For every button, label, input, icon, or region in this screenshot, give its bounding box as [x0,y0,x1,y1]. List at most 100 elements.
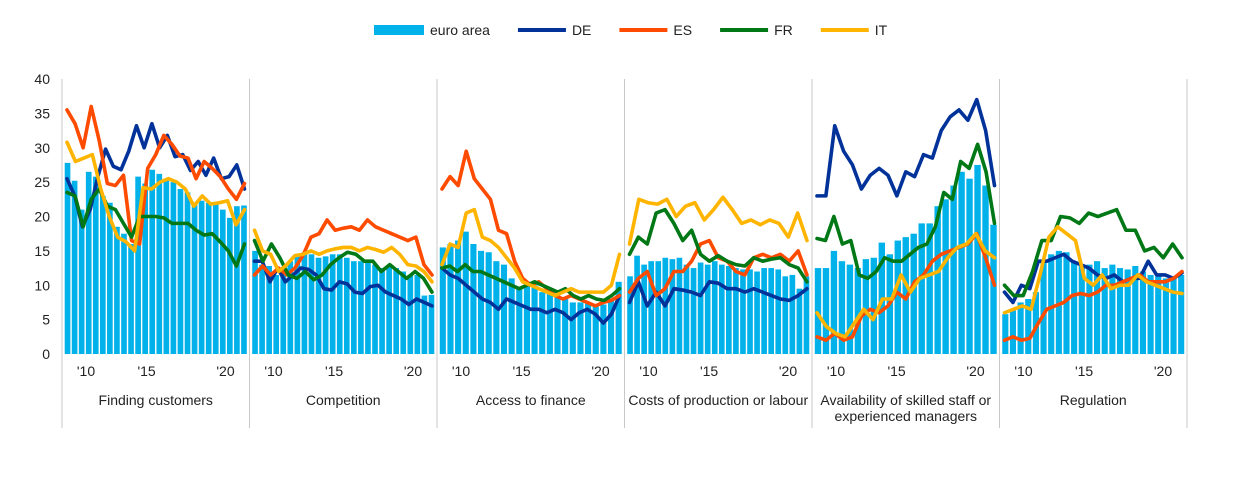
line-it [1002,225,1184,315]
line-de [252,259,434,308]
bar-euro-area [577,302,584,354]
bar-euro-area [676,257,683,354]
category-label: Access to finance [476,392,586,408]
bar-euro-area [400,271,407,354]
bar-euro-area [740,269,746,354]
bar-euro-area [212,204,219,355]
bar-euro-area [982,185,989,354]
bar-euro-area [718,264,725,355]
line-es [252,218,434,277]
line-de [1002,252,1184,305]
bar-euro-area [455,240,462,354]
bar-euro-area [910,233,917,354]
bar-euro-area [600,304,607,354]
bar-euro-area [447,244,454,354]
bar-euro-area [287,261,294,354]
bar-euro-area [726,266,732,354]
bar-euro-area [697,262,704,354]
bar-euro-area [315,257,322,354]
bar-euro-area [711,261,718,354]
x-tick-label: '10 [452,363,470,379]
x-tick-label: '20 [216,363,234,379]
x-tick-label: '20 [591,363,609,379]
bar-euro-area [1071,261,1078,354]
panel-grid [61,79,1188,428]
bar-euro-area [683,264,690,355]
bar-euro-area [407,274,414,354]
bar-euro-area [641,264,647,355]
bar-euro-area [894,240,901,354]
bar-euro-area [379,268,385,354]
line-de [440,266,622,325]
bar-euro-area [789,274,796,354]
bar-euro-area [690,268,697,354]
bar-euro-area [85,171,92,354]
line-fr [627,207,809,284]
line-fr [1002,207,1184,298]
bar-euro-area [669,259,676,355]
bar-euro-area [462,231,469,355]
bar-euro-area [554,295,561,354]
bar-euro-area [92,176,99,355]
bar-euro-area [1139,271,1147,354]
bar-euro-area [1101,268,1108,354]
x-tick-label: '10 [1014,363,1032,379]
bar-euro-area [1132,266,1139,354]
bar-euro-area [191,202,198,354]
bar-euro-area [1017,302,1024,354]
bar-euro-area [365,261,371,354]
bar-euro-area [814,268,822,354]
x-tick-label: '15 [1075,363,1093,379]
bar-euro-area [1002,314,1009,355]
bar-euro-area [942,199,949,354]
bar-euro-area [414,274,421,354]
country-lines [65,97,1184,343]
legend-label-fr: FR [774,22,793,38]
bar-euro-area [294,254,301,354]
bar-euro-area [500,264,508,355]
x-tick-label: '15 [887,363,905,379]
y-tick-label: 25 [34,174,50,190]
bar-euro-area [128,244,134,354]
category-label: Costs of production or labour [628,392,808,408]
line-de [65,121,247,229]
y-tick-label: 10 [34,277,50,293]
bar-euro-area [1155,274,1162,354]
line-it [252,228,434,284]
bar-euro-area [322,256,329,355]
bar-euro-area [508,278,515,355]
bar-euro-area [838,261,846,354]
y-tick-label: 15 [34,243,50,259]
bar-euro-area [428,294,435,355]
bar-euro-area [393,268,400,354]
x-tick-label: '15 [512,363,530,379]
bar-euro-area [163,178,170,354]
x-tick-label: '15 [137,363,155,379]
bar-euro-area [205,202,212,354]
line-it [627,195,809,246]
bar-euro-area [862,259,870,355]
bar-euro-area [477,250,485,355]
bar-euro-area [966,178,973,354]
y-tick-label: 5 [42,312,50,328]
x-tick-label: '10 [77,363,95,379]
bar-euro-area [386,266,392,354]
bar-euro-area [336,254,343,354]
y-tick-label: 40 [34,71,50,87]
legend-swatch-ea [374,25,424,35]
line-es [65,104,247,246]
bar-euro-area [950,185,957,354]
bar-euro-area [198,200,205,354]
bar-euro-area [351,261,357,354]
line-it [65,140,247,253]
bar-euro-area [607,299,615,354]
y-tick-label: 20 [34,209,50,225]
bar-euro-area [1040,261,1047,354]
bar-euro-area [1178,274,1185,354]
x-tick-label: '20 [779,363,797,379]
bar-euro-area [704,264,711,355]
bar-euro-area [252,250,258,355]
bar-euro-area [329,254,336,354]
bar-euro-area [1078,264,1085,355]
